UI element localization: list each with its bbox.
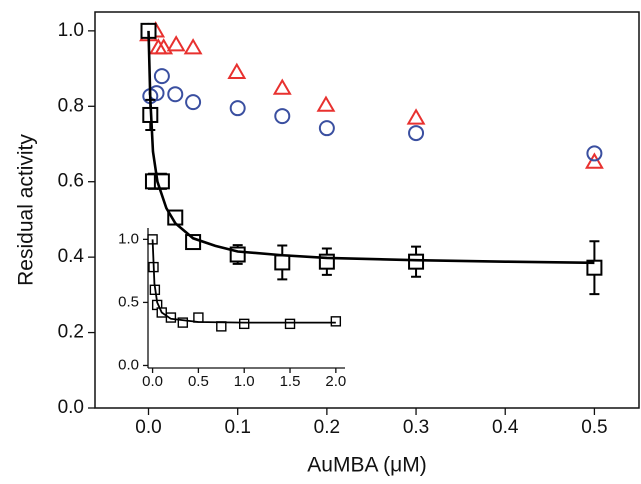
x-tick-label: 0.0 xyxy=(135,417,161,438)
triangle-marker xyxy=(154,38,174,55)
fit-line xyxy=(147,30,595,265)
triangle-marker xyxy=(227,62,247,79)
x-tick-label: 0.0 xyxy=(142,373,163,390)
inset: 0.0 0.5 1.0 1.5 2.0 0.0 0.5 1.0 xyxy=(118,228,346,390)
square-marker xyxy=(239,318,250,330)
y-tick-label: 0.6 xyxy=(58,171,84,192)
circle-marker xyxy=(274,108,291,125)
x-tick-label: 2.0 xyxy=(325,373,346,390)
plot-frame xyxy=(94,11,640,409)
square-marker xyxy=(586,259,603,276)
circle-marker xyxy=(586,145,603,162)
triangle-marker xyxy=(584,152,604,169)
x-tick-label: 0.1 xyxy=(224,417,250,438)
square-marker xyxy=(330,316,342,327)
y-tick-label: 0.4 xyxy=(58,246,85,267)
x-tick-label: 1.0 xyxy=(234,373,255,390)
circle-marker xyxy=(229,100,246,117)
x-tick-label: 0.3 xyxy=(403,417,429,438)
y-tick-label: 0.8 xyxy=(58,95,84,116)
square-marker xyxy=(284,318,296,330)
x-tick-label: 0.5 xyxy=(581,417,607,438)
triangle-marker xyxy=(316,95,336,112)
fit-line xyxy=(151,239,336,324)
circle-marker xyxy=(185,94,202,111)
y-tick-label: 1.0 xyxy=(118,230,139,247)
triangle-marker xyxy=(166,35,186,52)
circle-marker xyxy=(167,86,184,103)
x-tick-label: 0.5 xyxy=(188,373,209,390)
y-axis-label: Residual activity xyxy=(15,134,38,286)
y-tick-label: 0.2 xyxy=(58,322,84,343)
y-tick-label: 0.0 xyxy=(58,397,84,418)
x-axis-label: AuMBA (μM) xyxy=(307,454,426,477)
square-marker xyxy=(177,317,189,328)
x-tick-label: 1.5 xyxy=(280,373,301,390)
square-marker xyxy=(408,253,425,270)
main-plot: 0.0 0.1 0.2 0.3 0.4 0.5 0.0 0.2 0.4 0.6 0.8 1.0 AuMB… xyxy=(15,11,640,477)
y-tick-label: 1.0 xyxy=(58,20,84,41)
square-marker xyxy=(165,312,177,323)
square-marker xyxy=(274,254,291,271)
circle-marker xyxy=(408,125,425,142)
circle-marker xyxy=(318,120,335,137)
triangle-marker xyxy=(183,38,203,55)
square-marker xyxy=(216,321,227,332)
y-tick-label: 0.0 xyxy=(118,356,139,373)
y-tick-label: 0.5 xyxy=(118,293,139,310)
circle-marker xyxy=(153,68,170,85)
x-tick-label: 0.4 xyxy=(492,417,519,438)
triangle-marker xyxy=(272,78,292,95)
x-tick-label: 0.2 xyxy=(314,417,340,438)
triangle-marker xyxy=(406,108,426,125)
